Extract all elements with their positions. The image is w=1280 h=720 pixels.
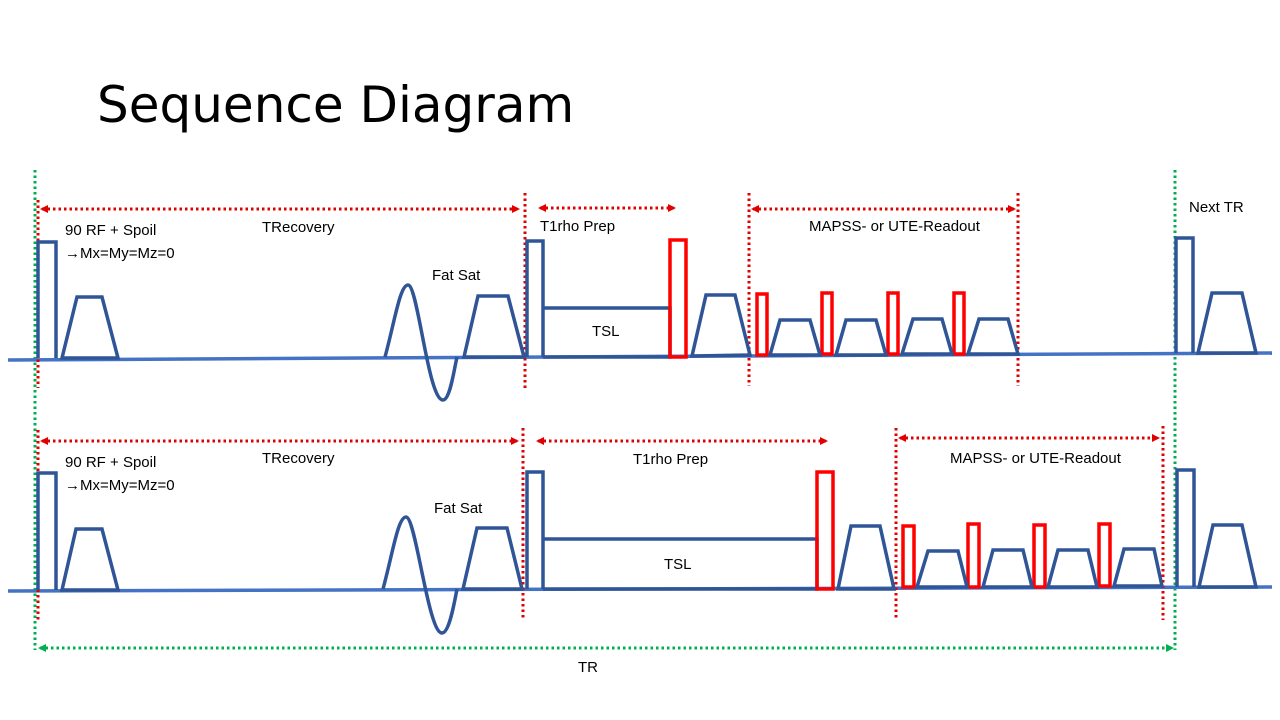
readout-label: MAPSS- or UTE-Readout bbox=[950, 450, 1122, 467]
rf-90-pulse bbox=[36, 471, 58, 590]
sequence-row-2: 90 RF + Spoil →Mx=My=Mz=0 TRecovery Fat … bbox=[7, 426, 1273, 635]
readout-gradient bbox=[1045, 548, 1100, 589]
fat-sat-spoiler bbox=[461, 294, 527, 359]
sequence-row-1: 90 RF + Spoil →Mx=My=Mz=0 TRecovery Fat … bbox=[7, 193, 1273, 402]
trecovery-label: TRecovery bbox=[262, 219, 335, 236]
readout-gradient bbox=[1111, 547, 1165, 588]
trecovery-label: TRecovery bbox=[262, 450, 335, 467]
next-tr-label: Next TR bbox=[1189, 199, 1244, 216]
readout-gradient bbox=[965, 317, 1021, 356]
readout-rf-pulse bbox=[755, 292, 769, 357]
tsl-label: TSL bbox=[664, 556, 692, 573]
next-tr-rf-pulse bbox=[1174, 236, 1195, 353]
tsl-label: TSL bbox=[592, 323, 620, 340]
readout-gradient bbox=[833, 318, 889, 357]
fat-sat-label: Fat Sat bbox=[434, 500, 483, 517]
rf-label: 90 RF + Spoil bbox=[65, 222, 156, 239]
next-tr-spoiler bbox=[1195, 291, 1259, 355]
t1rho-prep-label: T1rho Prep bbox=[540, 218, 615, 235]
readout-gradient bbox=[914, 549, 970, 589]
fat-sat-sinc-pulse bbox=[383, 283, 459, 402]
tr-label: TR bbox=[578, 659, 598, 676]
next-tr-spoiler bbox=[1196, 523, 1259, 589]
readout-label: MAPSS- or UTE-Readout bbox=[809, 218, 981, 235]
t1rho-prep-label: T1rho Prep bbox=[633, 451, 708, 468]
t1rho-rf-pulse bbox=[525, 470, 545, 589]
readout-rf-pulse bbox=[952, 291, 966, 356]
readout-gradient bbox=[980, 548, 1035, 589]
t1rho-return-pulse bbox=[815, 470, 835, 591]
readout-rf-pulse bbox=[886, 291, 900, 356]
next-tr-rf-pulse bbox=[1175, 468, 1196, 587]
rf-90-pulse bbox=[36, 240, 58, 358]
prep-spoiler bbox=[689, 293, 753, 358]
t1rho-rf-pulse bbox=[525, 239, 545, 357]
prep-spoiler bbox=[835, 524, 897, 591]
rf-result-label: →Mx=My=Mz=0 bbox=[65, 245, 175, 262]
rf-result-label: →Mx=My=Mz=0 bbox=[65, 477, 175, 494]
readout-gradient bbox=[899, 317, 955, 356]
readout-rf-pulse bbox=[901, 524, 916, 589]
fat-sat-spoiler bbox=[460, 526, 525, 591]
fat-sat-label: Fat Sat bbox=[432, 267, 481, 284]
spoiler-gradient bbox=[59, 295, 121, 360]
fat-sat-sinc-pulse bbox=[381, 515, 459, 635]
readout-gradient bbox=[767, 318, 823, 357]
readout-rf-pulse bbox=[1097, 522, 1112, 588]
readout-rf-pulse bbox=[1032, 523, 1047, 589]
readout-rf-pulse bbox=[966, 522, 981, 589]
spoiler-gradient bbox=[59, 527, 121, 592]
t1rho-return-pulse bbox=[668, 238, 688, 359]
readout-rf-pulse bbox=[820, 291, 834, 356]
rf-label: 90 RF + Spoil bbox=[65, 454, 156, 471]
slide-title: Sequence Diagram bbox=[97, 76, 575, 134]
